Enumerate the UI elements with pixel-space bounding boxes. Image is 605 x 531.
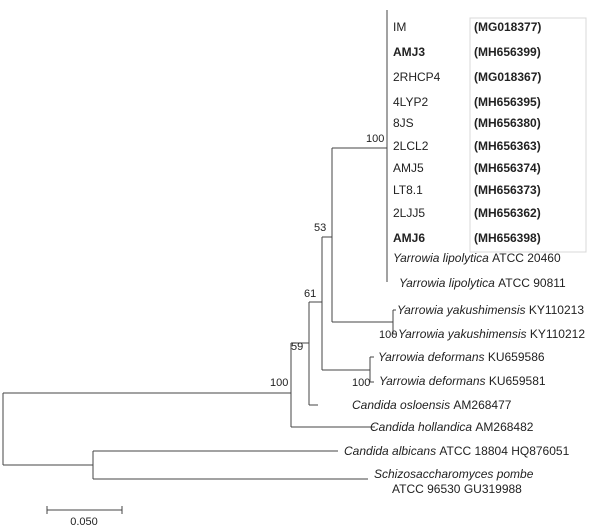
- taxon-label-cosl: Candida osloensis AM268477: [352, 398, 512, 412]
- taxon-label-ydef2: Yarrowia deformans KU659581: [379, 374, 546, 388]
- accession-label: (MH656373): [474, 183, 541, 197]
- taxon-label-2lcl2: 2LCL2: [393, 139, 429, 153]
- accession-label: (MG018377): [474, 20, 541, 34]
- taxon-label-ydef1: Yarrowia deformans KU659586: [378, 350, 545, 364]
- taxon-label-2rhcp4: 2RHCP4: [393, 70, 441, 84]
- tree-branches: [2, 10, 396, 480]
- accession-label: (MH656399): [474, 45, 541, 59]
- bootstrap-value: 100: [352, 377, 370, 389]
- taxon-label-yyak1: Yarrowia yakushimensis KY110213: [397, 303, 584, 317]
- accession-label: (MH656398): [474, 231, 541, 245]
- taxon-label-calb: Candida albicans ATCC 18804 HQ876051: [344, 444, 570, 458]
- taxon-label-amj6: AMJ6: [393, 231, 425, 245]
- taxon-label-spom-strain: ATCC 96530 GU319988: [392, 482, 522, 496]
- taxon-label-amj3: AMJ3: [393, 45, 425, 59]
- taxon-label-chol: Candida hollandica AM268482: [370, 420, 534, 434]
- accession-panel: [469, 17, 587, 253]
- bootstrap-value: 61: [304, 288, 316, 300]
- bootstrap-value: 53: [314, 222, 326, 234]
- taxon-label-amj5: AMJ5: [393, 161, 424, 175]
- scale-bar: 0.050: [46, 506, 123, 528]
- accession-label: (MH656374): [474, 161, 541, 175]
- taxon-labels: IM (MG018377) AMJ3 (MH656399) 2RHCP4 (MG01836…: [344, 20, 585, 496]
- bootstrap-value: 59: [291, 341, 303, 353]
- taxon-label-ylip1: Yarrowia lipolytica ATCC 20460: [393, 251, 561, 265]
- accession-label: (MH656395): [474, 95, 541, 109]
- taxon-label-lt81: LT8.1: [393, 183, 423, 197]
- scale-bar-label: 0.050: [70, 516, 98, 528]
- taxon-label-im: IM: [393, 20, 406, 34]
- bootstrap-value: 100: [379, 329, 397, 341]
- accession-label: (MH656362): [474, 206, 541, 220]
- bootstrap-value: 100: [366, 133, 384, 145]
- bootstrap-values: 100 53 61 59 100 100 100: [270, 133, 397, 389]
- taxon-label-4lyp2: 4LYP2: [393, 95, 428, 109]
- accession-label: (MG018367): [474, 70, 541, 84]
- taxon-label-yyak2: Yarrowia yakushimensis KY110212: [398, 327, 585, 341]
- taxon-label-8js: 8JS: [393, 116, 414, 130]
- accession-label: (MH656380): [474, 116, 541, 130]
- taxon-label-spom: Schizosaccharomyces pombe: [374, 467, 534, 481]
- taxon-label-ylip2: Yarrowia lipolytica ATCC 90811: [399, 276, 566, 290]
- accession-label: (MH656363): [474, 139, 541, 153]
- taxon-label-2ljj5: 2LJJ5: [393, 206, 425, 220]
- bootstrap-value: 100: [270, 377, 288, 389]
